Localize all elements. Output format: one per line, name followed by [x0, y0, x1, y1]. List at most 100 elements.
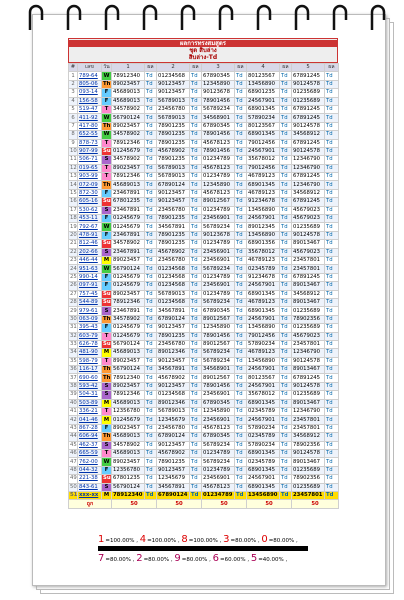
number-link[interactable]: 903-99 — [77, 172, 102, 182]
number-link[interactable]: xxx-xx — [77, 490, 102, 501]
number-link[interactable]: 652-55 — [77, 130, 102, 140]
digit-set: 90123457 — [156, 465, 190, 476]
number-link[interactable]: 530-62 — [77, 205, 102, 216]
result: Td — [189, 465, 202, 476]
number-link[interactable]: 221-38 — [77, 474, 102, 484]
number-link[interactable]: 072-09 — [77, 180, 102, 190]
number-link[interactable]: 336-21 — [77, 406, 102, 417]
row-index: 26 — [68, 281, 78, 291]
day-badge: T — [101, 172, 112, 182]
result: Td — [279, 323, 292, 333]
number-link[interactable]: 093-14 — [77, 88, 102, 98]
result: Td — [324, 96, 339, 106]
day-badge: T — [101, 163, 112, 174]
number-link[interactable]: 979-61 — [77, 306, 102, 316]
digit-set: 34578902 — [111, 130, 145, 140]
number-link[interactable]: 156-58 — [77, 96, 102, 106]
hit-count: 50 — [111, 499, 157, 509]
number-link[interactable]: 878-73 — [77, 138, 102, 148]
number-link[interactable]: 417-80 — [77, 121, 102, 132]
number-link[interactable]: 990-14 — [77, 272, 102, 283]
day-badge: F — [101, 272, 112, 283]
result: Td — [189, 172, 202, 182]
result: Td — [144, 146, 157, 157]
result: Td — [279, 440, 292, 450]
number-link[interactable]: 789-64 — [77, 71, 102, 81]
result: Td — [189, 365, 202, 375]
digit-set: 01234789 — [201, 465, 235, 476]
day-badge: T — [101, 448, 112, 459]
table-row: 50 843-61 S 56790124 Td 34567891 Td 45678123 Td 6… — [68, 482, 339, 492]
number-link[interactable]: 812-46 — [77, 239, 102, 249]
digit-set: 34567891 — [156, 306, 190, 316]
number-link[interactable]: 690-60 — [77, 373, 102, 383]
number-link[interactable]: 395-43 — [77, 323, 102, 333]
number-link[interactable]: 453-11 — [77, 214, 102, 224]
number-link[interactable]: 478-91 — [77, 230, 102, 241]
number-link[interactable]: 872-30 — [77, 188, 102, 199]
result: Td — [324, 104, 339, 115]
digit-set: 13456890 — [246, 323, 280, 333]
result: Td — [324, 205, 339, 216]
digit-set: 45678902 — [156, 448, 190, 459]
column-header: 1 — [111, 62, 145, 73]
day-badge: Th — [101, 314, 112, 325]
digit-set: 78901456 — [201, 381, 235, 392]
result: Td — [144, 440, 157, 450]
number-link[interactable]: 519-47 — [77, 104, 102, 115]
result: Td — [279, 348, 292, 358]
result: Td — [324, 423, 339, 434]
number-link[interactable]: 606-94 — [77, 432, 102, 442]
number-link[interactable]: 044-32 — [77, 465, 102, 476]
number-link[interactable]: 843-61 — [77, 482, 102, 492]
day-badge: Su — [101, 297, 112, 308]
result: Td — [279, 314, 292, 325]
digit-set: 56790124 — [111, 113, 145, 123]
number-link[interactable]: 762-00 — [77, 457, 102, 467]
result: Td — [324, 432, 339, 442]
number-link[interactable]: 503-89 — [77, 398, 102, 409]
digit-set: 56789013 — [156, 289, 190, 299]
digit-set: 91234678 — [246, 272, 280, 283]
table-row: 45 462-37 S 34578902 Td 90123457 Td 56789234 Td 5… — [68, 440, 339, 450]
number-link[interactable]: 867-28 — [77, 423, 102, 434]
number-link[interactable]: 019-65 — [77, 163, 102, 174]
digit-set: 89023457 — [111, 121, 145, 132]
digit-set: 24567901 — [246, 474, 280, 484]
number-link[interactable]: 605-16 — [77, 197, 102, 207]
row-index: 9 — [68, 138, 78, 148]
result: Td — [189, 423, 202, 434]
number-link[interactable]: 504-31 — [77, 390, 102, 400]
number-link[interactable]: 097-91 — [77, 281, 102, 291]
digit-set: 90124578 — [291, 356, 325, 367]
result: Td — [189, 239, 202, 249]
number-link[interactable]: 462-37 — [77, 440, 102, 450]
number-link[interactable]: 598-79 — [77, 356, 102, 367]
number-link[interactable]: 626-78 — [77, 339, 102, 350]
day-badge: Su — [101, 146, 112, 157]
number-link[interactable]: 506-71 — [77, 155, 102, 165]
number-link[interactable]: 603-79 — [77, 331, 102, 341]
number-link[interactable]: 757-45 — [77, 289, 102, 299]
number-link[interactable]: 446-44 — [77, 255, 102, 266]
number-link[interactable]: 951-63 — [77, 264, 102, 274]
number-link[interactable]: 481-90 — [77, 348, 102, 358]
number-link[interactable]: 665-59 — [77, 448, 102, 459]
result: Td — [144, 121, 157, 132]
digit-set: 01234568 — [156, 272, 190, 283]
number-link[interactable]: 411-92 — [77, 113, 102, 123]
number-link[interactable]: 792-67 — [77, 222, 102, 232]
digit-set: 45689013 — [111, 398, 145, 409]
column-header: 5 — [291, 62, 325, 73]
number-link[interactable]: 593-42 — [77, 381, 102, 392]
number-link[interactable]: 805-06 — [77, 79, 102, 90]
number-link[interactable]: 116-17 — [77, 365, 102, 375]
number-link[interactable]: 907-99 — [77, 146, 102, 157]
digit-set: 78901235 — [156, 121, 190, 132]
column-header: ผล — [189, 62, 202, 73]
number-link[interactable]: 544-89 — [77, 297, 102, 308]
number-link[interactable]: 063-09 — [77, 314, 102, 325]
digit-set: 23467891 — [111, 230, 145, 241]
number-link[interactable]: 202-66 — [77, 247, 102, 258]
number-link[interactable]: 041-46 — [77, 415, 102, 425]
